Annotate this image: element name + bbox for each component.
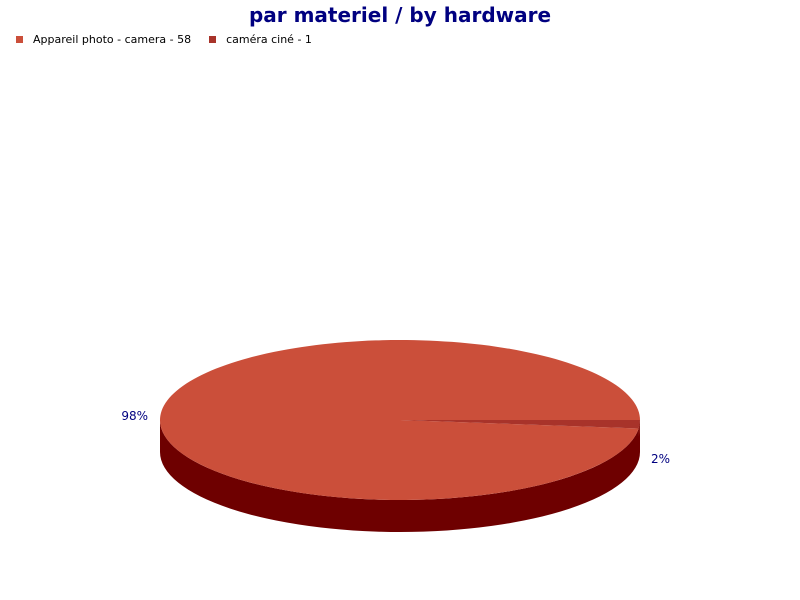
legend-item-camera: Appareil photo - camera - 58	[16, 33, 191, 46]
legend-swatch-cine-camera	[209, 35, 217, 43]
legend: Appareil photo - camera - 58 caméra ciné…	[16, 32, 330, 46]
legend-label-cine-camera: caméra ciné - 1	[226, 32, 312, 46]
pie-label-camera: 98%	[121, 409, 148, 423]
pie-slice-camera	[160, 340, 640, 501]
legend-swatch-camera	[16, 35, 23, 43]
pie-side-wall	[160, 420, 640, 532]
legend-item-cine-camera: caméra ciné - 1	[209, 33, 312, 46]
pie-slice-cine-camera	[400, 420, 640, 429]
legend-label-camera: Appareil photo - camera - 58	[33, 32, 192, 46]
pie-label-cine-camera: 2%	[651, 452, 670, 466]
chart-title: par materiel / by hardware	[248, 3, 552, 27]
pie-slice-cine-camera-side	[638, 420, 640, 437]
